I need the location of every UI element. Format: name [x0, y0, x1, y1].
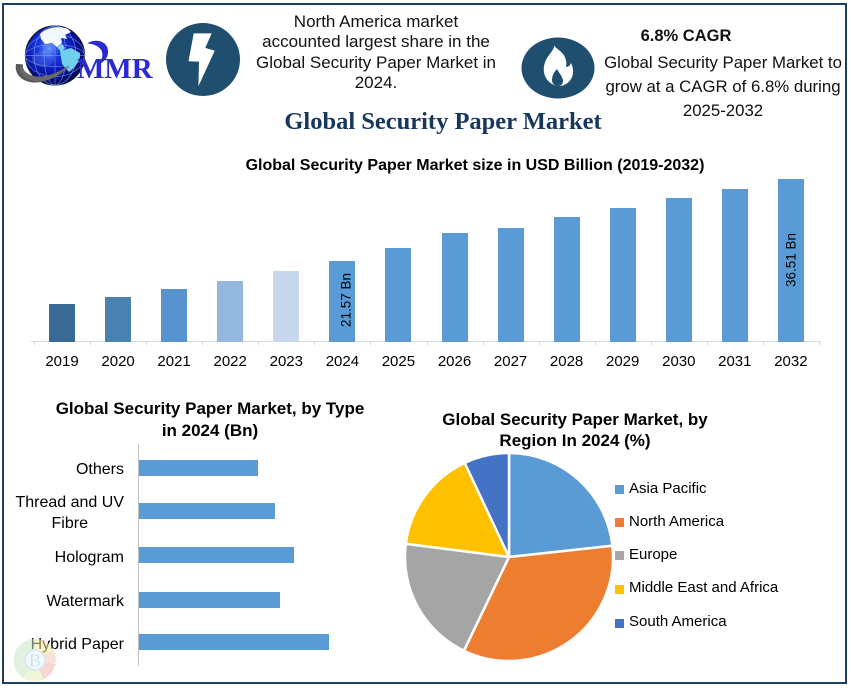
svg-text:MMR: MMR — [77, 53, 154, 85]
svg-text:B: B — [29, 651, 41, 671]
